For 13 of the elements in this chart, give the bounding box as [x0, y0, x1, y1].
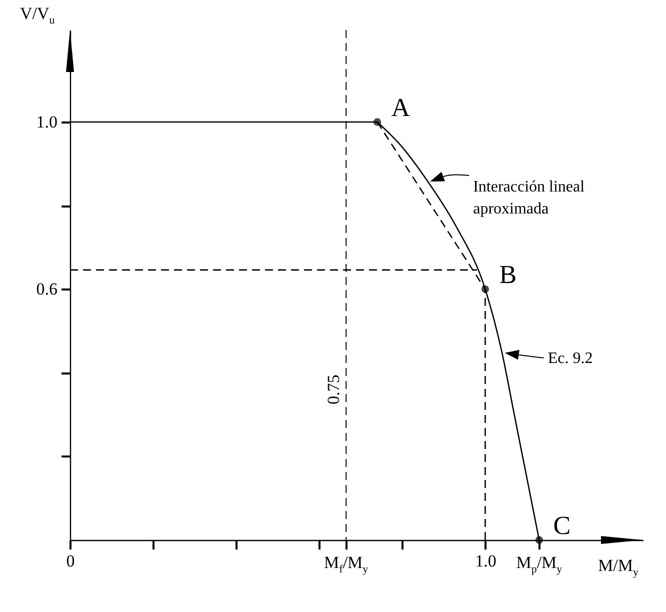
- x-tick-label: M$_{p}$/M$_{y}$: [516, 553, 562, 578]
- annotation: 0.75: [324, 374, 344, 404]
- x-axis-title: M/M$_{y}$: [598, 556, 638, 580]
- annotation: A: [391, 92, 410, 122]
- annotation: Interacción lineal aproximada: [473, 178, 586, 218]
- x-tick-label: 0: [66, 552, 75, 570]
- annotation: C: [553, 511, 571, 540]
- x-tick-label: M$_{f}$/M$_{y}$: [324, 553, 368, 578]
- y-tick-label: 0.6: [36, 280, 58, 299]
- y-axis-title: V/V$_{u}$: [20, 4, 55, 28]
- x-tick-label: 1.0: [475, 552, 496, 570]
- annotation: B: [499, 260, 517, 290]
- annotation: Ec. 9.2: [548, 350, 593, 367]
